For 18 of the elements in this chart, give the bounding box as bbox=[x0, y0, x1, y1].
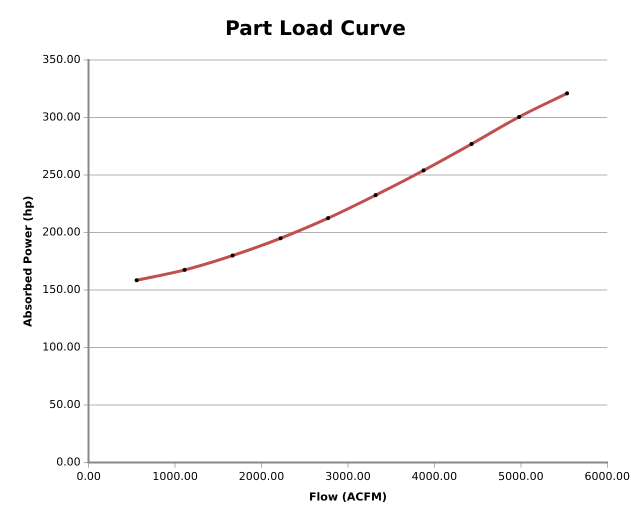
chart-title: Part Load Curve bbox=[225, 16, 406, 40]
x-tick-label: 0.00 bbox=[76, 470, 101, 484]
x-tick-label: 4000.00 bbox=[412, 470, 458, 484]
x-axis-title: Flow (ACFM) bbox=[309, 490, 387, 504]
x-tick-label: 2000.00 bbox=[238, 470, 284, 484]
y-tick-label: 150.00 bbox=[42, 282, 81, 296]
y-tick-label: 250.00 bbox=[42, 168, 81, 181]
y-tick-label: 0.00 bbox=[56, 455, 81, 468]
y-tick-label: 50.00 bbox=[49, 398, 81, 411]
x-tick-label: 1000.00 bbox=[152, 470, 198, 484]
y-tick-label: 350.00 bbox=[42, 52, 81, 66]
x-tick-label: 3000.00 bbox=[325, 470, 371, 484]
y-tick-label: 200.00 bbox=[42, 225, 81, 238]
y-tick-label: 300.00 bbox=[42, 110, 81, 124]
x-tick-label: 6000.00 bbox=[584, 470, 630, 484]
x-tick-label: 5000.00 bbox=[498, 470, 544, 484]
y-axis-title: Absorbed Power (hp) bbox=[21, 196, 34, 327]
y-tick-label: 100.00 bbox=[42, 340, 81, 354]
